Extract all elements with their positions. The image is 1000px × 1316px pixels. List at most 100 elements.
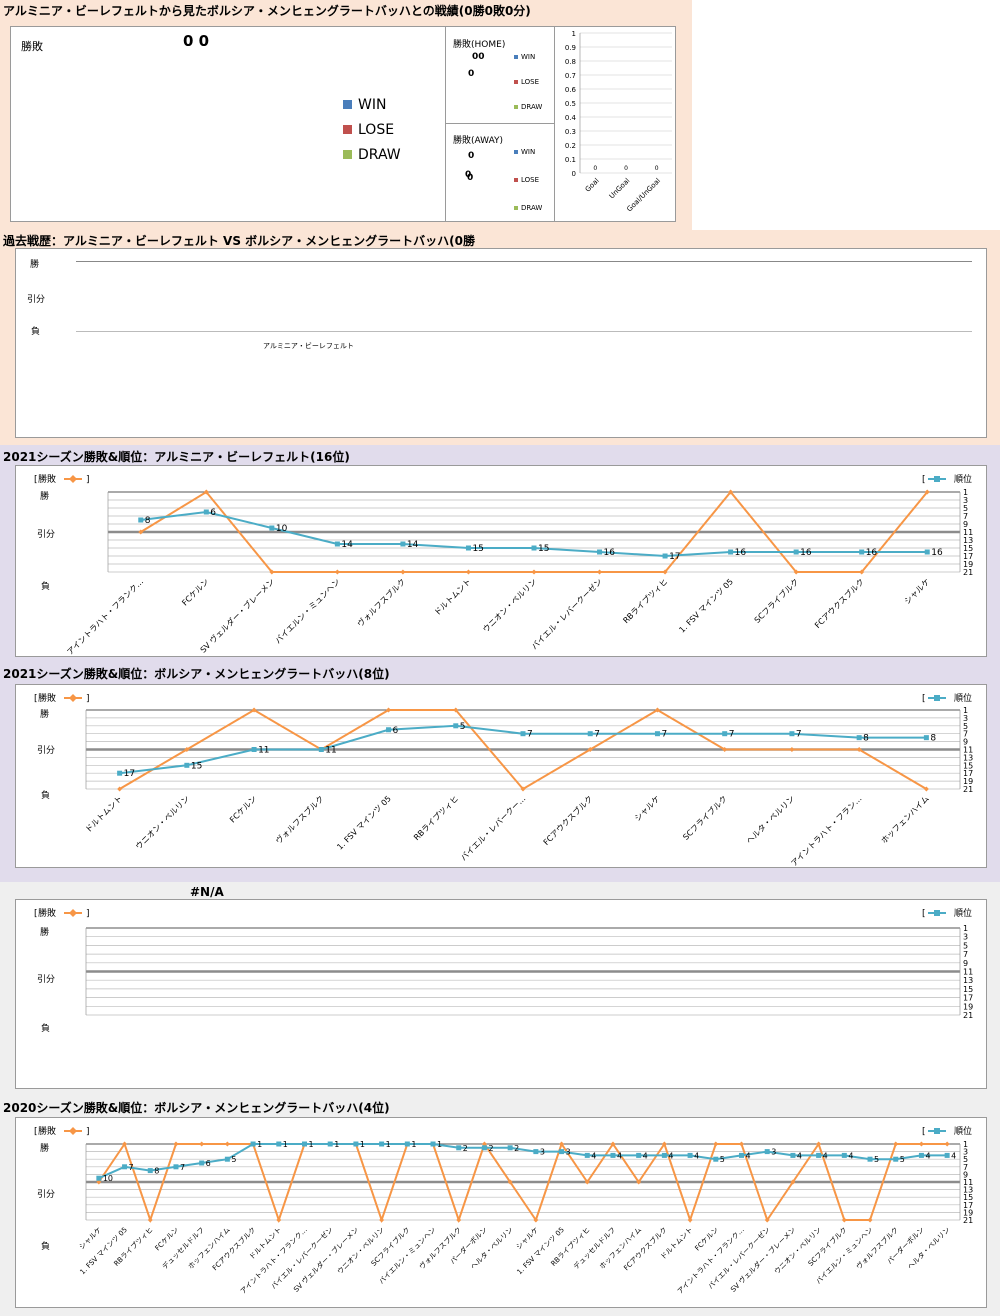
rank-data-label: 2 (514, 1144, 519, 1153)
category-label: FCアウクスブルク (812, 576, 866, 630)
rank-tick-label: 1 (963, 706, 968, 715)
rank-point (841, 1152, 847, 1158)
rank-tick-label: 13 (963, 536, 973, 545)
rank-data-label: 4 (848, 1151, 853, 1160)
category-label: 1. FSV マインツ 05 (78, 1226, 128, 1276)
y-label-lose: 負 (41, 789, 50, 801)
rank-legend-label: 順位 (954, 473, 972, 485)
rank-data-label: 5 (874, 1155, 879, 1164)
goal-y-tick: 0.7 (565, 72, 576, 80)
wl-point (224, 1141, 230, 1147)
wl-point (400, 569, 406, 575)
wl-point (793, 569, 799, 575)
rank-point (481, 1145, 487, 1151)
wl-point (790, 1179, 796, 1185)
goal-y-tick: 0.1 (565, 156, 576, 164)
rank-tick-label: 9 (963, 520, 968, 529)
rank-legend-marker (934, 910, 940, 916)
goal-y-tick: 0.2 (565, 142, 576, 150)
wl-point (173, 1141, 179, 1147)
rank-data-label: 4 (617, 1151, 622, 1160)
rank-data-label: 4 (823, 1151, 828, 1160)
wl-legend-marker (69, 909, 77, 917)
record-value: 0 0 (183, 32, 210, 50)
wl-point (893, 1141, 899, 1147)
rank-point (147, 1168, 153, 1174)
y-label-draw: 引分 (37, 745, 55, 756)
legend-draw-swatch (343, 150, 352, 159)
rank-point (687, 1152, 693, 1158)
history-x-label: アルミニア・ビーレフェルト (263, 342, 354, 350)
rank-point (327, 1141, 333, 1147)
wl-legend-close: ] (86, 1127, 90, 1137)
rank-data-label: 17 (669, 552, 680, 562)
rank-legend-label: 順位 (954, 1125, 972, 1137)
rank-point (610, 1152, 616, 1158)
wl-point (117, 786, 123, 792)
home-legend-draw-label: DRAW (521, 103, 543, 111)
rank-tick-label: 5 (963, 722, 968, 731)
rank-tick-label: 21 (963, 1216, 973, 1225)
rank-tick-label: 7 (963, 1163, 968, 1172)
goal-y-tick: 1 (572, 30, 576, 38)
y-label-win: 勝 (40, 490, 49, 502)
rank-tick-label: 1 (963, 488, 968, 497)
rank-data-label: 15 (538, 544, 549, 554)
history-axis (76, 331, 972, 332)
rank-point (559, 1149, 565, 1155)
category-label: ヴォルフスブルク (854, 1225, 900, 1271)
rank-tick-label: 9 (963, 738, 968, 747)
chart2-title: 2021シーズン勝敗&順位：ボルシア・メンヒェングラートバッハ(8位) (3, 667, 390, 681)
home-block: 勝敗(HOME) 00 0 WIN LOSE DRAW (446, 27, 554, 124)
wl-point (654, 707, 660, 713)
rank-data-label: 4 (668, 1151, 673, 1160)
wl-point (481, 1141, 487, 1147)
goal-data-label: 0 (624, 165, 628, 172)
wl-point (587, 747, 593, 752)
rank-legend-open: [ (922, 694, 926, 704)
wl-legend-marker (69, 694, 77, 702)
rank-data-label: 7 (594, 730, 600, 740)
wl-legend-label: 勝敗 (38, 1125, 56, 1137)
rank-tick-label: 15 (963, 985, 973, 994)
rank-point (520, 731, 526, 737)
rank-tick-label: 19 (963, 777, 973, 786)
rank-data-label: 4 (643, 1151, 648, 1160)
rank-data-label: 8 (154, 1167, 159, 1176)
category-label: 1. FSV マインツ 05 (515, 1226, 565, 1276)
legend-draw-label: DRAW (358, 147, 401, 163)
chart3-title: #N/A (190, 885, 224, 899)
category-label: FCアウクスブルク (210, 1225, 257, 1272)
record-label: 勝敗 (21, 40, 43, 53)
rank-data-label: 7 (796, 730, 802, 740)
y-label-win: 勝 (40, 1142, 49, 1154)
wl-point (147, 1217, 153, 1223)
rank-data-label: 14 (407, 540, 419, 550)
wl-point (856, 747, 862, 752)
category-label: ウニオン・ベルリン (481, 577, 538, 634)
rank-legend-open: [ (922, 475, 926, 485)
rank-data-label: 16 (931, 548, 943, 558)
rank-point (224, 1156, 230, 1162)
history-title: 過去戦歴：アルミニア・ビーレフェルト VS ボルシア・メンヒェングラートバッハ(… (3, 234, 476, 248)
chart4-title: 2020シーズン勝敗&順位：ボルシア・メンヒェングラートバッハ(4位) (3, 1101, 390, 1115)
rank-tick-label: 7 (963, 512, 968, 521)
rank-point (453, 723, 459, 729)
rank-point (203, 509, 209, 515)
rank-point (584, 1152, 590, 1158)
wl-point (918, 1141, 924, 1147)
wl-point (507, 1179, 513, 1185)
rank-point (859, 549, 865, 555)
legend-win-swatch (343, 100, 352, 109)
rank-data-label: 17 (124, 769, 135, 779)
rank-point (507, 1145, 513, 1151)
rank-point (276, 1141, 282, 1147)
rank-data-label: 3 (540, 1148, 545, 1157)
rank-data-label: 16 (735, 548, 747, 558)
rank-data-label: 8 (145, 516, 151, 526)
home-legend-win-label: WIN (521, 53, 536, 61)
wl-point (713, 1141, 719, 1147)
away-legend: WIN LOSE DRAW (514, 138, 542, 222)
category-label: アイントラハト・フラン… (789, 794, 863, 868)
